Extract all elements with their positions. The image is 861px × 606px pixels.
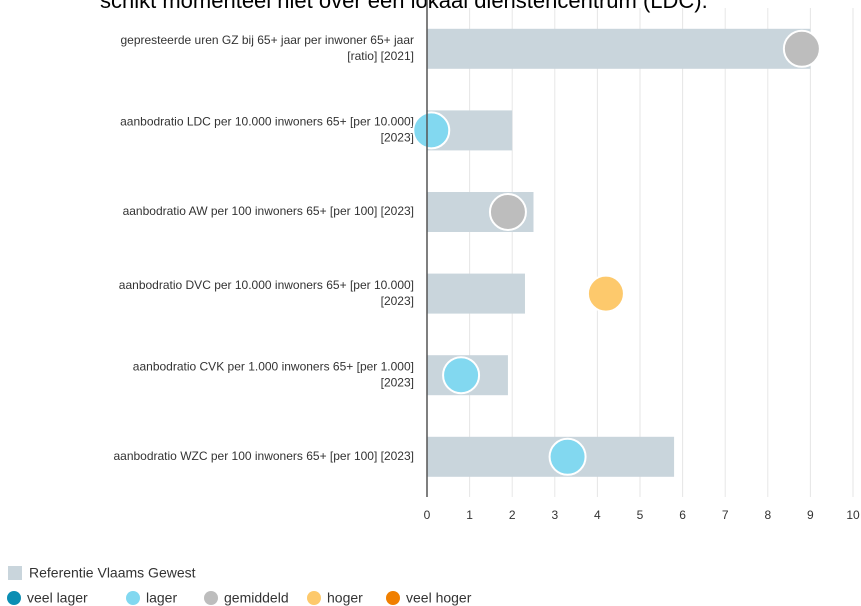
x-tick-label: 8 <box>764 508 771 522</box>
category-label: aanbodratio AW per 100 inwoners 65+ [per… <box>123 204 414 218</box>
category-label: [ratio] [2021] <box>347 49 414 63</box>
value-dot <box>442 356 481 395</box>
category-label: [2023] <box>381 131 414 145</box>
reference-bar <box>427 273 525 314</box>
legend-swatch <box>8 566 22 580</box>
category-label: aanbodratio LDC per 10.000 inwoners 65+ … <box>120 115 414 129</box>
legend-dot <box>386 591 400 605</box>
value-dot <box>782 29 821 68</box>
legend-label: veel lager <box>27 590 88 606</box>
value-dot <box>548 437 587 476</box>
x-tick-label: 2 <box>509 508 516 522</box>
legend-label: gemiddeld <box>224 590 289 606</box>
value-dot <box>586 274 625 313</box>
reference-bar <box>427 28 811 69</box>
category-label: [2023] <box>381 294 414 308</box>
legend-label: lager <box>146 590 177 606</box>
category-label: aanbodratio WZC per 100 inwoners 65+ [pe… <box>113 449 414 463</box>
x-tick-label: 9 <box>807 508 814 522</box>
x-tick-label: 10 <box>846 508 860 522</box>
legend-dot <box>204 591 218 605</box>
x-tick-label: 6 <box>679 508 686 522</box>
legend-label: Referentie Vlaams Gewest <box>29 565 196 581</box>
category-label: gepresteerde uren GZ bij 65+ jaar per in… <box>120 33 414 47</box>
x-tick-label: 0 <box>424 508 431 522</box>
x-tick-label: 5 <box>637 508 644 522</box>
legend-dot <box>307 591 321 605</box>
x-tick-label: 1 <box>466 508 473 522</box>
category-label: [2023] <box>381 375 414 389</box>
category-label: aanbodratio CVK per 1.000 inwoners 65+ [… <box>133 359 414 373</box>
value-dot <box>488 193 527 231</box>
x-tick-label: 7 <box>722 508 729 522</box>
x-tick-label: 3 <box>551 508 558 522</box>
x-tick-label: 4 <box>594 508 601 522</box>
legend-label: hoger <box>327 590 363 606</box>
category-label: aanbodratio DVC per 10.000 inwoners 65+ … <box>119 278 414 292</box>
legend-dot <box>126 591 140 605</box>
legend-dot <box>7 591 21 605</box>
legend-label: veel hoger <box>406 590 472 606</box>
value-dot <box>412 111 451 150</box>
intro-text: schikt momenteel niet over een lokaal di… <box>100 0 708 13</box>
